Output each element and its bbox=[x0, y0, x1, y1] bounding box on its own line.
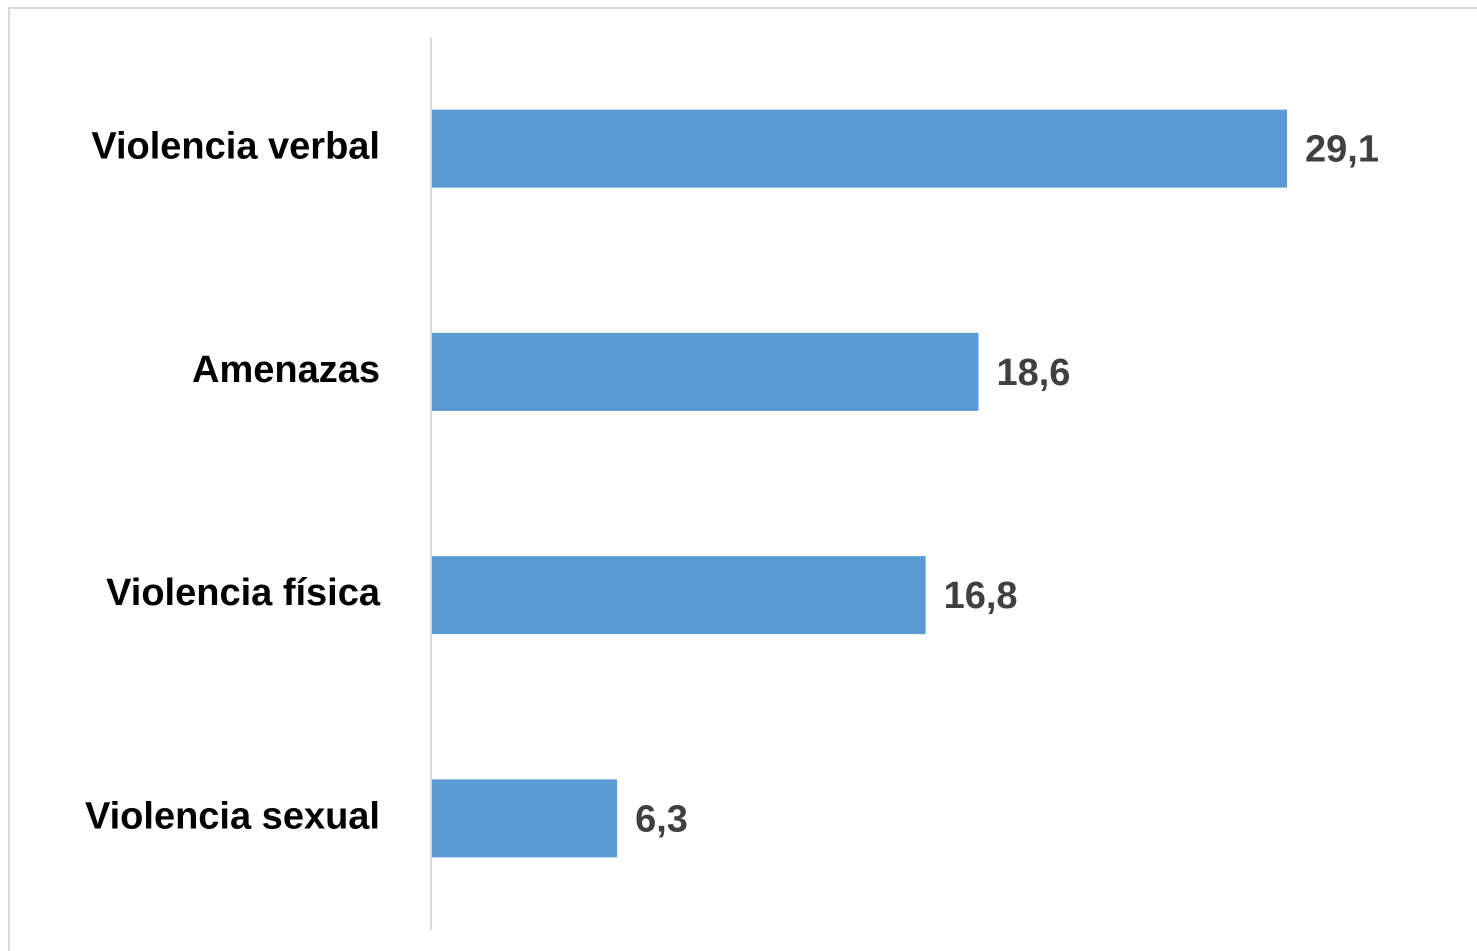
chart-frame bbox=[8, 7, 1477, 951]
bar bbox=[432, 332, 979, 411]
y-tick-label: Violencia verbal bbox=[91, 126, 380, 168]
bar bbox=[432, 779, 618, 858]
data-label: 6,3 bbox=[635, 798, 688, 840]
y-tick-label: Violencia sexual bbox=[85, 795, 380, 837]
data-label: 18,6 bbox=[996, 352, 1070, 394]
data-label: 16,8 bbox=[944, 575, 1018, 617]
bar bbox=[432, 109, 1287, 188]
bar bbox=[432, 556, 926, 635]
y-tick-label: Violencia física bbox=[106, 572, 381, 614]
y-tick-label: Amenazas bbox=[192, 349, 380, 391]
data-label: 29,1 bbox=[1305, 129, 1379, 171]
